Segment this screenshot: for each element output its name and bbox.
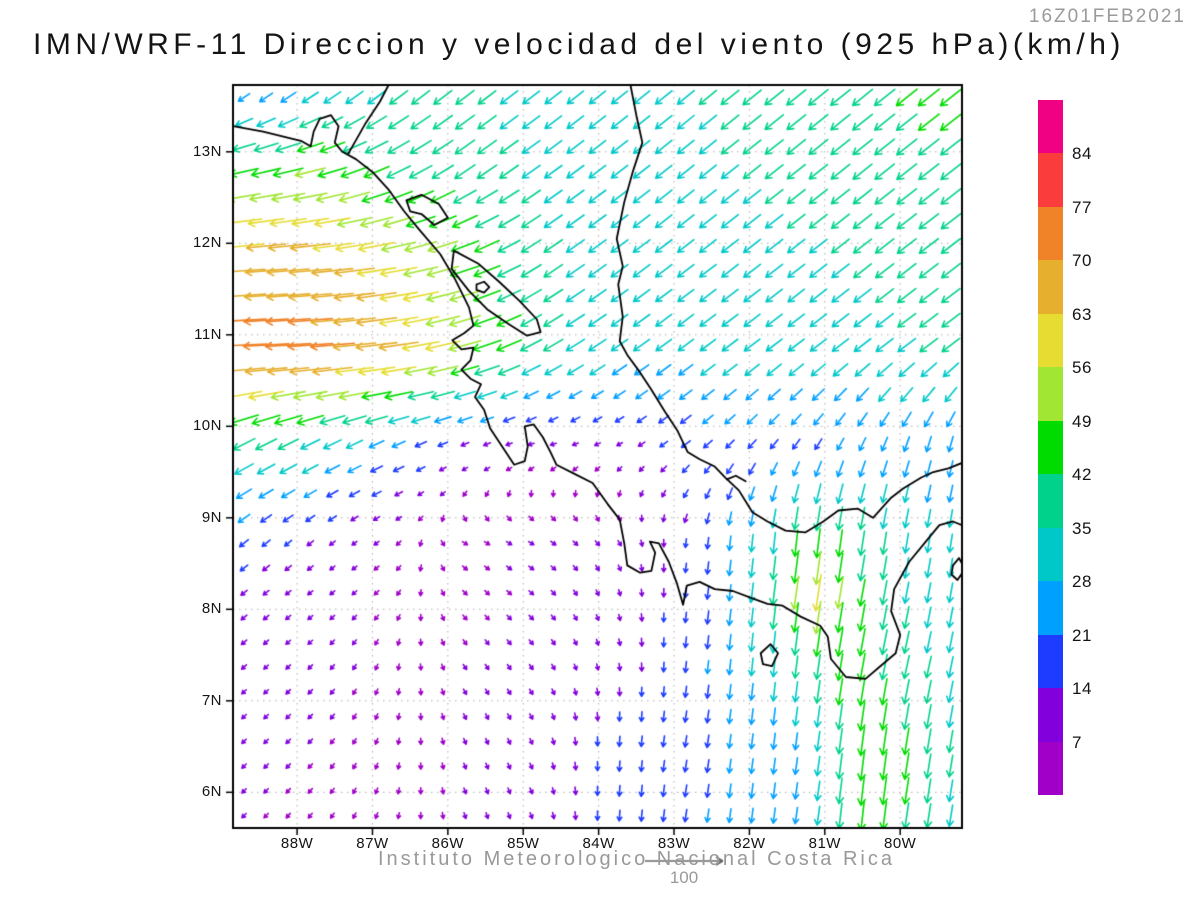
colorbar-tick-label: 49 [1072,411,1092,431]
colorbar-tick-label: 42 [1072,465,1092,485]
lat-tick-label: 12N [192,234,222,252]
colorbar-swatch [1038,100,1063,154]
colorbar-swatch [1038,206,1063,261]
colorbar-swatch [1038,420,1063,475]
colorbar-swatch [1038,527,1063,582]
lat-tick-label: 7N [201,691,222,709]
colorbar-swatch [1038,474,1063,529]
colorbar-swatch [1038,367,1063,422]
lon-tick-label: 84W [582,835,615,852]
colorbar-tick-label: 28 [1072,572,1092,592]
colorbar-swatch [1038,260,1063,315]
colorbar-tick-label: 70 [1072,251,1092,271]
colorbar-swatch [1038,313,1063,368]
colorbar-tick-label: 35 [1072,518,1092,538]
lat-tick-label: 10N [192,417,222,435]
colorbar-swatch [1038,153,1063,208]
colorbar-tick-label: 56 [1072,358,1092,378]
lon-tick-label: 85W [507,835,540,852]
lat-tick-label: 6N [201,783,222,801]
lon-tick-label: 83W [657,835,691,852]
colorbar-tick-label: 63 [1072,304,1092,324]
colorbar-swatch [1038,634,1063,689]
colorbar-swatch [1038,741,1063,796]
lon-tick-label: 86W [431,835,465,852]
colorbar-swatch [1038,688,1063,743]
footer-credit: Instituto Meteorologico Nacional Costa R… [378,848,895,870]
lon-tick-label: 81W [808,835,841,852]
lat-tick-label: 8N [201,600,222,618]
colorbar-swatch [1038,581,1063,636]
lon-tick-label: 82W [733,835,766,852]
lat-tick-label: 11N [194,325,222,343]
colorbar-tick-label: 84 [1072,144,1092,164]
lat-tick-label: 9N [201,508,222,526]
colorbar-tick-label: 7 [1072,732,1082,752]
colorbar-tick-label: 14 [1072,679,1092,699]
lon-tick-label: 88W [280,835,314,852]
lat-tick-label: 13N [192,142,222,160]
reference-vector-label: 100 [669,868,699,887]
lon-tick-label: 87W [356,835,389,852]
lon-tick-label: 80W [884,835,917,852]
colorbar-tick-label: 77 [1072,197,1092,217]
colorbar-tick-label: 21 [1072,625,1092,645]
